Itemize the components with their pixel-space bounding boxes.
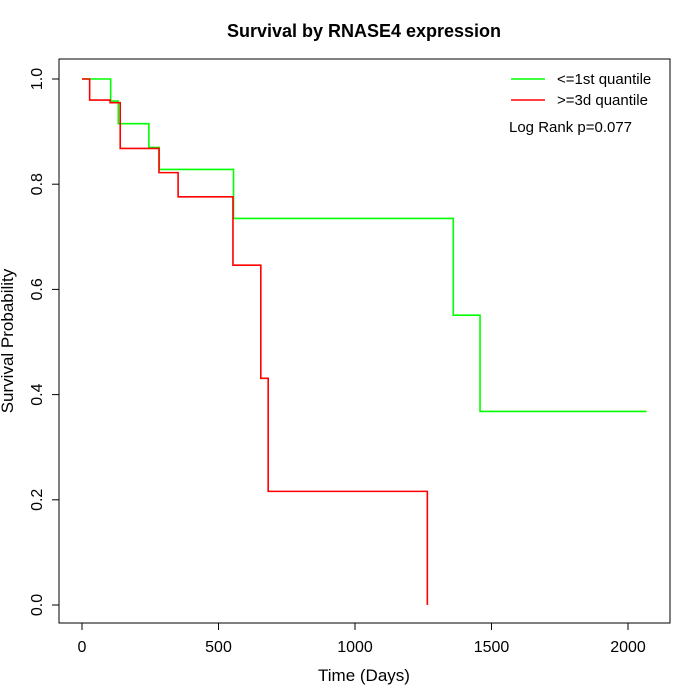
x-tick-label: 2000 <box>610 639 646 656</box>
legend: <=1st quantile >=3d quantile <box>511 71 651 109</box>
y-tick-label: 0.6 <box>29 278 46 300</box>
x-tick-label: 1000 <box>337 639 373 656</box>
x-tick-label: 500 <box>205 639 232 656</box>
y-axis: 0.0 0.2 0.4 0.6 0.8 1.0 <box>29 68 60 616</box>
x-tick-label: 1500 <box>474 639 510 656</box>
log-rank-annotation: Log Rank p=0.077 <box>509 119 632 136</box>
y-tick-label: 0.2 <box>29 489 46 511</box>
x-axis-label: Time (Days) <box>318 666 410 685</box>
legend-label: >=3d quantile <box>557 92 648 109</box>
series-line-2 <box>82 78 429 605</box>
legend-label: <=1st quantile <box>557 71 651 88</box>
y-tick-label: 0.4 <box>29 383 46 405</box>
y-tick-label: 0.8 <box>29 173 46 195</box>
y-tick-label: 1.0 <box>29 68 46 90</box>
y-tick-label: 0.0 <box>29 594 46 616</box>
x-tick-label: 0 <box>78 639 87 656</box>
plot-frame <box>58 58 671 624</box>
y-axis-label: Survival Probability <box>0 268 17 413</box>
series-layer <box>82 78 647 605</box>
chart-title: Survival by RNASE4 expression <box>227 21 501 41</box>
x-axis: 0 500 1000 1500 2000 <box>78 622 646 656</box>
